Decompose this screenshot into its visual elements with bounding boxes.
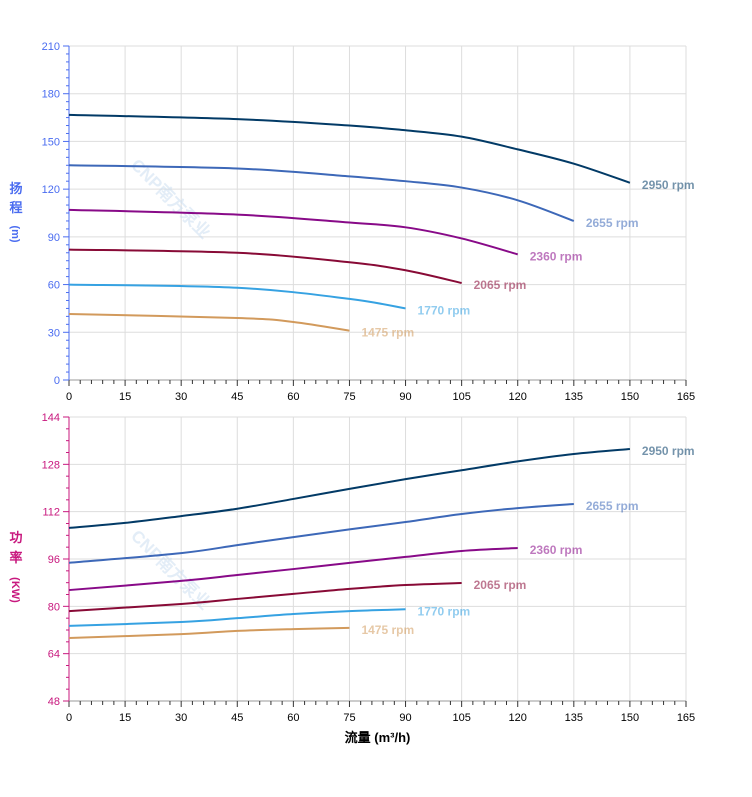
power-chart: 0 15 30 45 60 75 90 105 120 135 150 165 48 64 80 96 112 1…	[9, 412, 695, 745]
x-tick-label: 135	[565, 391, 583, 403]
x-tick-label: 90	[399, 712, 411, 724]
y-axis-label: (m)	[9, 225, 21, 242]
series-label: 2950 rpm	[642, 444, 695, 458]
y-tick-label: 60	[48, 280, 60, 292]
x-tick-label: 75	[343, 391, 355, 403]
x-axis-label: 流量 (m³/h)	[345, 730, 411, 745]
series-line-1770	[68, 283, 406, 310]
series-label: 2360 rpm	[530, 543, 583, 557]
series-label: 2950 rpm	[642, 178, 695, 192]
y-axis-label: 功	[9, 530, 22, 545]
y-tick-label: 0	[54, 375, 60, 387]
series-line-1770	[68, 608, 406, 627]
x-tick-label: 30	[175, 712, 187, 724]
series-label: 2360 rpm	[530, 249, 583, 263]
x-tick-label: 15	[119, 391, 131, 403]
y-axis-label: 率	[9, 550, 22, 565]
y-axis-label: 扬	[9, 181, 22, 196]
series-line-2950	[68, 447, 630, 529]
y-tick-label: 120	[42, 184, 60, 196]
y-tick-label: 80	[48, 601, 60, 613]
x-tick-label: 105	[452, 391, 470, 403]
series-line-2950	[68, 113, 631, 184]
x-tick-label: 105	[452, 712, 470, 724]
series-label: 2065 rpm	[474, 578, 527, 592]
x-tick-label: 90	[399, 391, 411, 403]
series-line-2655	[68, 502, 574, 564]
y-tick-label: 30	[48, 327, 60, 339]
x-tick-label: 75	[343, 712, 355, 724]
y-tick-label: 210	[42, 41, 60, 53]
watermark-logo: CNP南方泵业	[127, 526, 215, 614]
y-tick-label: 64	[48, 649, 60, 661]
series-label: 1770 rpm	[418, 604, 471, 618]
head-chart: 0 15 30 45 60 75 90 105 120 135 150 165 0 30 60 90 120 15…	[9, 41, 695, 403]
x-tick-label: 0	[66, 391, 72, 403]
x-tick-label: 135	[565, 712, 583, 724]
x-tick-label: 30	[175, 391, 187, 403]
x-tick-label: 15	[119, 712, 131, 724]
y-tick-label: 96	[48, 554, 60, 566]
y-axis-label: (KW)	[9, 577, 21, 603]
y-tick-label: 150	[42, 136, 60, 148]
series-line-2065	[68, 248, 462, 284]
x-tick-label: 150	[621, 391, 639, 403]
x-tick-label: 120	[509, 712, 527, 724]
series-line-2360	[68, 208, 518, 256]
x-tick-label: 0	[66, 712, 72, 724]
series-line-2655	[68, 164, 575, 222]
series-line-2065	[68, 581, 462, 613]
series-label: 2655 rpm	[586, 499, 639, 513]
series-line-1475	[68, 626, 350, 639]
x-tick-label: 60	[287, 391, 299, 403]
series-line-1475	[68, 312, 350, 332]
series-label: 1770 rpm	[418, 303, 471, 317]
x-tick-label: 120	[509, 391, 527, 403]
x-tick-label: 165	[677, 712, 695, 724]
series-label: 2065 rpm	[474, 278, 527, 292]
series-line-2360	[68, 547, 518, 592]
series-label: 1475 rpm	[361, 623, 414, 637]
y-tick-label: 48	[48, 696, 60, 708]
series-label: 2655 rpm	[586, 216, 639, 230]
y-tick-label: 128	[42, 459, 60, 471]
y-tick-label: 112	[42, 507, 60, 519]
x-tick-label: 45	[231, 391, 243, 403]
x-tick-label: 45	[231, 712, 243, 724]
x-tick-label: 60	[287, 712, 299, 724]
x-tick-label: 165	[677, 391, 695, 403]
y-tick-label: 180	[42, 89, 60, 101]
y-axis-label: 程	[9, 200, 22, 215]
series-label: 1475 rpm	[361, 326, 414, 340]
y-tick-label: 144	[42, 412, 60, 424]
y-tick-label: 90	[48, 232, 60, 244]
x-tick-label: 150	[621, 712, 639, 724]
